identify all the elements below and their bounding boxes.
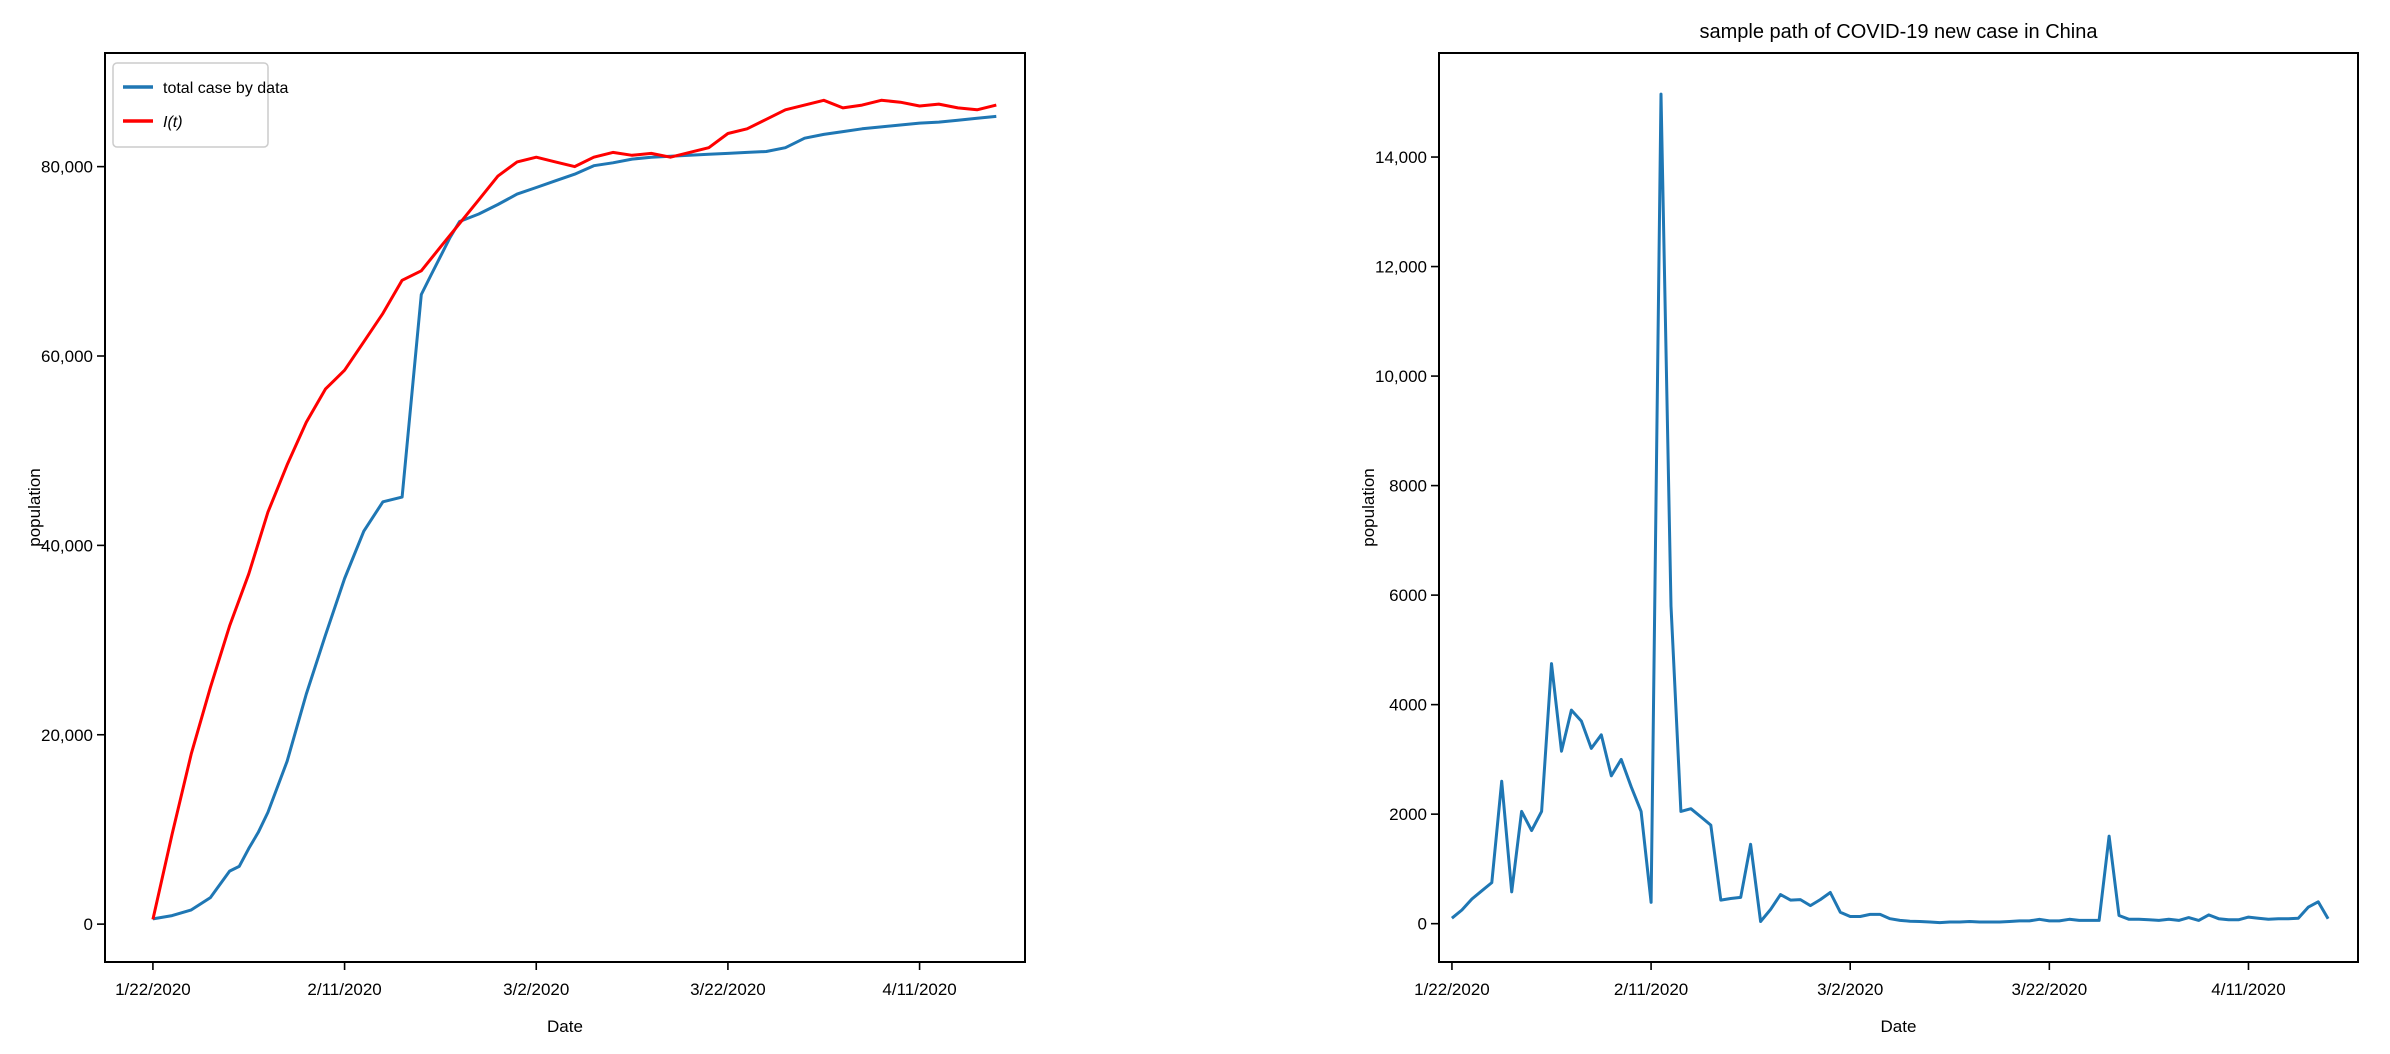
x-tick-label: 4/11/2020 xyxy=(2211,980,2285,999)
y-tick-label: 0 xyxy=(1418,915,1427,934)
y-tick-label: 10,000 xyxy=(1375,367,1427,386)
x-axis-label: Date xyxy=(547,1017,583,1036)
y-tick-label: 14,000 xyxy=(1375,148,1427,167)
new-cases-chart: 0 2000 4000 6000 8000 10,000 12,000 14,000 1/22/… xyxy=(1359,21,2359,1036)
y-tick-label: 2000 xyxy=(1389,805,1427,824)
x-tick-label: 1/22/2020 xyxy=(115,980,191,999)
series-line-1 xyxy=(152,114,997,921)
x-tick-label: 3/2/2020 xyxy=(1817,980,1883,999)
y-tick-label: 8000 xyxy=(1389,477,1427,496)
y-tick-label: 4000 xyxy=(1389,696,1427,715)
x-tick-label: 2/11/2020 xyxy=(307,980,381,999)
legend xyxy=(112,62,269,148)
y-axis-label: population xyxy=(1359,468,1378,546)
x-tick-label: 2/11/2020 xyxy=(1614,980,1688,999)
y-tick-label: 20,000 xyxy=(41,726,93,745)
plot-frame xyxy=(1438,52,2359,963)
series-line-2 xyxy=(151,98,997,920)
y-axis-label: population xyxy=(25,468,44,546)
plot-frame xyxy=(104,52,1026,963)
x-tick-label: 4/11/2020 xyxy=(882,980,956,999)
y-tick-label: 60,000 xyxy=(41,347,93,366)
y-tick-label: 80,000 xyxy=(41,158,93,177)
x-tick-label: 3/2/2020 xyxy=(503,980,569,999)
x-axis-label: Date xyxy=(1881,1017,1917,1036)
series-line-1 xyxy=(1450,92,2330,925)
x-tick-label: 3/22/2020 xyxy=(2012,980,2088,999)
legend-label: total case by data xyxy=(163,80,289,97)
x-tick-label: 3/22/2020 xyxy=(690,980,766,999)
chart-title: sample path of COVID-19 new case in Chin… xyxy=(1700,21,2099,43)
y-tick-label: 40,000 xyxy=(41,536,93,555)
legend-label: I(t) xyxy=(163,114,183,131)
y-tick-label: 6000 xyxy=(1389,586,1427,605)
cumulative-cases-chart: 0 20,000 40,000 60,000 80,000 1/22/2020 2/11/2… xyxy=(25,52,1026,1036)
y-tick-label: 0 xyxy=(84,915,93,934)
y-tick-label: 12,000 xyxy=(1375,258,1427,277)
x-tick-label: 1/22/2020 xyxy=(1414,980,1490,999)
